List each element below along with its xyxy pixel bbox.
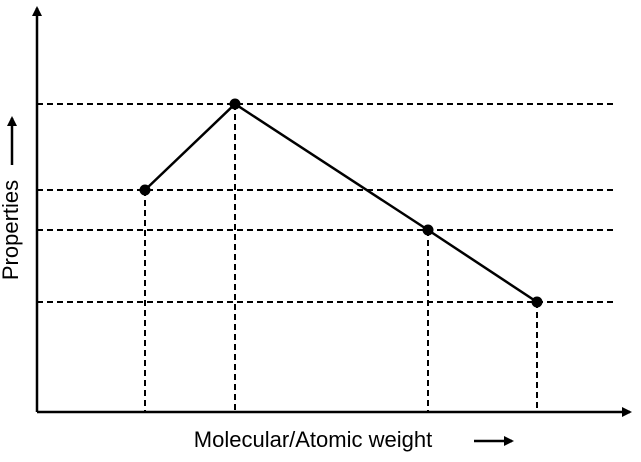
trend-line xyxy=(144,102,538,304)
y-axis-label: Properties xyxy=(0,180,23,280)
point xyxy=(229,98,241,110)
x-axis-label: Molecular/Atomic weight xyxy=(194,427,432,452)
point xyxy=(422,224,434,236)
vertical-guides xyxy=(144,104,538,412)
point xyxy=(531,296,543,308)
points xyxy=(139,98,543,308)
point xyxy=(139,184,151,196)
horizontal-guides xyxy=(37,103,613,303)
